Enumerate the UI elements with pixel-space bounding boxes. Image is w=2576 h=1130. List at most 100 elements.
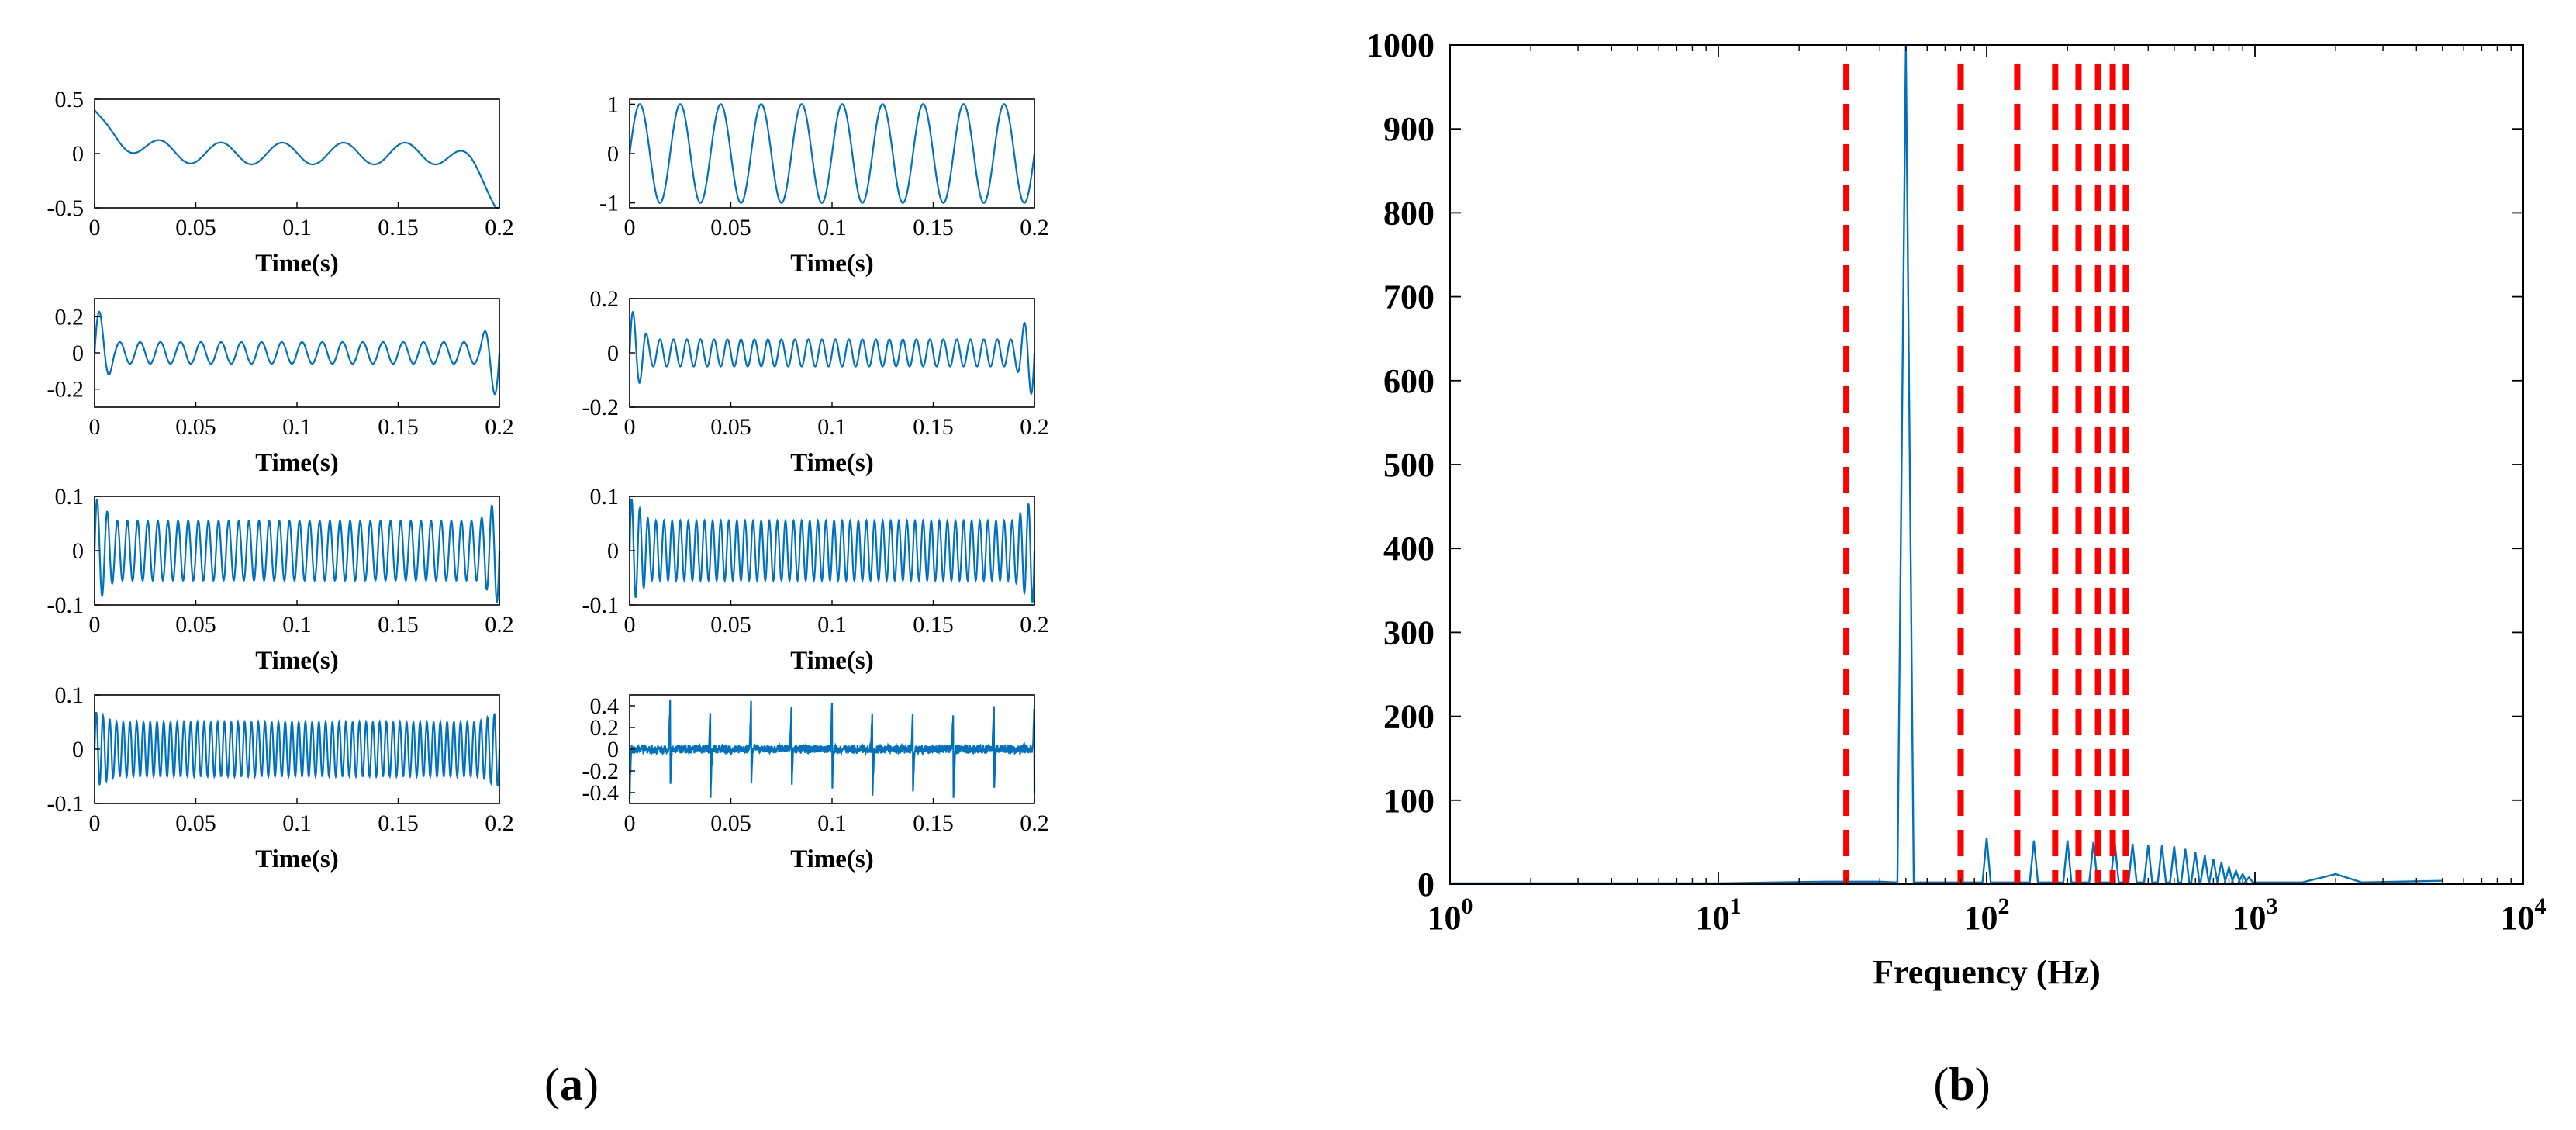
x-tick-label: 0.1 — [282, 215, 312, 240]
x-tick-label: 0.1 — [817, 810, 847, 836]
x-axis-label: Frequency (Hz) — [1873, 953, 2101, 991]
x-tick-label: 0.2 — [485, 414, 514, 440]
x-tick-label: 102 — [1964, 893, 2010, 937]
x-tick-label: 0.1 — [282, 612, 312, 638]
y-tick-label: -1 — [599, 191, 619, 216]
y-tick-label: 0 — [72, 737, 84, 762]
x-tick-label: 0 — [624, 414, 636, 440]
y-tick-label: 1 — [607, 92, 619, 117]
x-tick-label: 0.15 — [913, 612, 954, 638]
x-tick-label: 0.05 — [710, 215, 751, 240]
x-tick-label: 0.2 — [485, 612, 514, 638]
y-tick-label: 0 — [72, 538, 84, 564]
signal-line — [628, 699, 1036, 799]
x-tick-label: 0.1 — [817, 215, 847, 240]
x-tick-label: 0.2 — [485, 215, 514, 240]
y-tick-label: 900 — [1383, 110, 1435, 148]
x-tick-label: 0.05 — [175, 215, 216, 240]
x-tick-label: 0.2 — [1020, 612, 1049, 638]
x-tick-label: 0.2 — [1020, 414, 1049, 440]
x-tick-label: 0.1 — [817, 414, 847, 440]
x-tick-label: 0.05 — [175, 612, 216, 638]
y-tick-label: 0 — [1417, 866, 1435, 904]
x-tick-label: 0.15 — [378, 810, 419, 836]
x-tick-label: 0.1 — [817, 612, 847, 638]
x-tick-label: 0.05 — [710, 414, 751, 440]
y-tick-label: 0.2 — [55, 304, 85, 330]
signal-line — [93, 310, 501, 396]
y-tick-label: -0.4 — [582, 780, 620, 806]
y-tick-label: -0.1 — [582, 593, 620, 618]
y-tick-label: -0.1 — [47, 791, 85, 817]
y-tick-label: 0.4 — [590, 693, 620, 719]
y-tick-label: 0 — [607, 141, 619, 167]
y-tick-label: 200 — [1383, 698, 1435, 736]
x-tick-label: 0.2 — [1020, 215, 1049, 240]
x-tick-label: 0.15 — [378, 612, 419, 638]
x-tick-label: 0 — [89, 810, 101, 836]
y-tick-label: 0 — [607, 737, 619, 762]
x-tick-label: 0 — [624, 215, 636, 240]
x-tick-label: 0.1 — [282, 810, 312, 836]
y-tick-label: -0.2 — [582, 759, 620, 784]
x-axis-label: Time(s) — [255, 845, 339, 873]
x-tick-label: 100 — [1428, 893, 1473, 937]
x-tick-label: 0.15 — [913, 215, 954, 240]
x-tick-label: 0.1 — [282, 414, 312, 440]
x-axis-label: Time(s) — [790, 647, 874, 675]
spectrum-line — [1449, 44, 2443, 885]
signal-line — [93, 711, 501, 787]
y-tick-label: 0.5 — [55, 87, 85, 112]
y-tick-label: 100 — [1383, 782, 1435, 820]
signal-line — [628, 498, 1036, 603]
y-tick-label: 0.2 — [590, 286, 620, 312]
y-tick-label: 0.1 — [55, 484, 85, 510]
x-tick-label: 0.2 — [1020, 810, 1049, 836]
panel-label-a: (a) — [544, 1059, 599, 1110]
x-axis-label: Time(s) — [790, 250, 874, 278]
y-tick-label: 800 — [1383, 194, 1435, 232]
x-tick-label: 0.05 — [710, 612, 751, 638]
x-tick-label: 0 — [89, 414, 101, 440]
y-tick-label: -0.5 — [47, 195, 85, 221]
x-axis-label: Time(s) — [790, 449, 874, 477]
y-tick-label: 0 — [607, 340, 619, 366]
x-tick-label: 101 — [1696, 893, 1742, 937]
y-tick-label: 0 — [607, 538, 619, 564]
y-tick-label: 0 — [72, 141, 84, 167]
y-tick-label: 600 — [1383, 362, 1435, 400]
y-tick-label: 400 — [1383, 530, 1435, 568]
x-tick-label: 0.15 — [913, 810, 954, 836]
y-tick-label: 0 — [72, 340, 84, 366]
y-tick-label: 0.1 — [55, 682, 85, 708]
y-tick-label: -0.1 — [47, 593, 85, 618]
y-tick-label: 700 — [1383, 278, 1435, 316]
y-tick-label: 0.2 — [590, 715, 620, 741]
x-tick-label: 0.15 — [378, 215, 419, 240]
signal-line — [628, 103, 1036, 204]
y-tick-label: 300 — [1383, 613, 1435, 651]
y-tick-label: 0.1 — [590, 484, 620, 510]
x-tick-label: 0.15 — [378, 414, 419, 440]
x-tick-label: 0.2 — [485, 810, 514, 836]
x-tick-label: 0 — [624, 810, 636, 836]
y-tick-label: -0.2 — [47, 377, 85, 403]
x-tick-label: 0.05 — [175, 810, 216, 836]
x-tick-label: 0.05 — [710, 810, 751, 836]
x-axis-label: Time(s) — [255, 250, 339, 278]
x-tick-label: 0 — [89, 215, 101, 240]
x-tick-label: 0.15 — [913, 414, 954, 440]
x-tick-label: 0 — [624, 612, 636, 638]
x-axis-label: Time(s) — [790, 845, 874, 873]
panel-label-b: (b) — [1933, 1059, 1990, 1110]
